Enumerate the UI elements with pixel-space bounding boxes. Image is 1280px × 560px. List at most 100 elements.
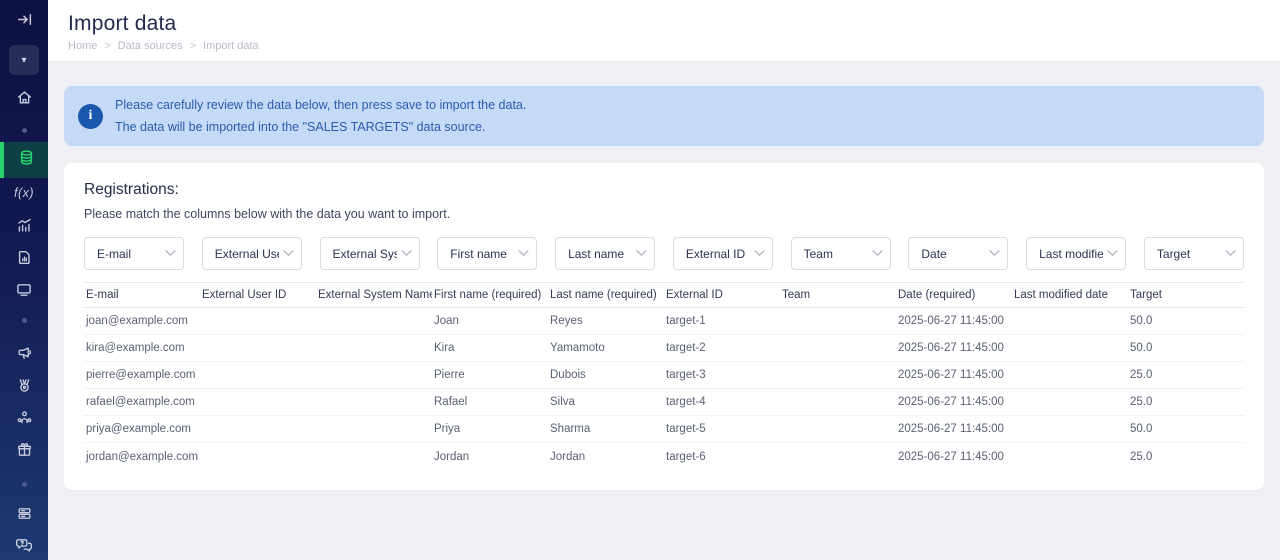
cell-team [780, 335, 896, 361]
column-mapper-value: External User ID [214, 246, 279, 261]
column-mapper-value: Date [921, 246, 947, 261]
sidebar-item-home[interactable] [0, 84, 48, 110]
cell-external-user-id [200, 416, 316, 442]
sidebar-collapse-button[interactable]: ▾ [9, 45, 39, 75]
cell-external-id: target-3 [666, 369, 706, 381]
megaphone-icon [16, 345, 33, 362]
chevron-down-icon [636, 250, 647, 257]
banner-text: Please carefully review the data below, … [115, 94, 526, 138]
sidebar-item-subscriptions[interactable] [0, 500, 48, 526]
cell-external-system-name [316, 416, 432, 442]
column-header: Last name (required) [550, 289, 657, 301]
info-icon: i [78, 103, 103, 129]
cell-last-modified-date [1012, 443, 1128, 470]
cell-last-name: Yamamoto [550, 342, 605, 354]
column-mapper-select[interactable]: E-mail [84, 237, 184, 270]
report-document-icon [16, 249, 33, 266]
cell-team [780, 416, 896, 442]
cell-last-modified-date [1012, 389, 1128, 415]
column-mapper-select[interactable]: Last name [555, 237, 656, 270]
home-icon [16, 89, 33, 106]
monitor-icon [15, 281, 33, 298]
page-header: Import data Home > Data sources > Import… [48, 0, 1280, 62]
cell-external-id: target-4 [666, 396, 706, 408]
sidebar-item-login[interactable] [0, 6, 48, 32]
cell-first-name: Jordan [434, 450, 470, 463]
cell-team [780, 308, 896, 334]
column-mapper-select[interactable]: External User ID [201, 237, 302, 270]
login-arrow-icon [16, 11, 33, 28]
column-mapper-select[interactable]: Last modified [1026, 237, 1127, 270]
chevron-down-icon [165, 250, 176, 257]
chevron-down-icon [872, 250, 883, 257]
cell-date: 2025-06-27 11:45:00 [898, 396, 1004, 408]
cell-target: 50.0 [1130, 423, 1153, 435]
cell-external-user-id [200, 362, 316, 388]
cell-email: joan@example.com [86, 315, 188, 327]
sidebar-item-support[interactable] [0, 532, 48, 558]
cell-email: jordan@example.com [86, 450, 199, 463]
chevron-down-icon [989, 250, 1000, 257]
sidebar-item-reports[interactable] [0, 244, 48, 270]
column-mapper-select[interactable]: First name [437, 237, 538, 270]
sidebar-item-analytics[interactable] [0, 212, 48, 238]
column-mapper-select[interactable]: Date [908, 237, 1009, 270]
cell-external-id: target-1 [666, 315, 706, 327]
cell-last-modified-date [1012, 416, 1128, 442]
breadcrumb-separator: > [104, 40, 111, 52]
chat-help-icon [15, 536, 33, 554]
column-header: First name (required) [434, 289, 542, 301]
formula-icon: f(x) [13, 186, 35, 200]
chevron-down-icon [754, 250, 765, 257]
cell-date: 2025-06-27 11:45:00 [898, 342, 1004, 354]
cell-email: rafael@example.com [86, 396, 195, 408]
column-mapper-value: External System Name [332, 246, 397, 261]
org-chart-icon [16, 409, 33, 426]
sidebar-section-dot [0, 126, 48, 134]
column-mapper-select[interactable]: External ID [672, 237, 773, 270]
info-banner: i Please carefully review the data below… [64, 86, 1264, 146]
stacked-cards-icon [16, 505, 33, 522]
cell-external-user-id [200, 443, 316, 470]
main-content: i Please carefully review the data below… [48, 62, 1280, 560]
sidebar-item-displays[interactable] [0, 276, 48, 302]
sidebar-item-achievements[interactable] [0, 372, 48, 398]
cell-last-modified-date [1012, 308, 1128, 334]
cell-first-name: Joan [434, 315, 459, 327]
column-mapper-value: Last modified [1039, 246, 1104, 261]
table-row: kira@example.com Kira Yamamoto target-2 … [84, 335, 1244, 362]
cell-target: 25.0 [1130, 450, 1153, 463]
cell-last-name: Jordan [550, 450, 586, 463]
column-mapper-row: E-mail External User ID External System … [84, 237, 1244, 270]
table-row: joan@example.com Joan Reyes target-1 202… [84, 308, 1244, 335]
column-header: Team [782, 289, 811, 301]
column-mapper-value: External ID [685, 246, 746, 261]
sidebar-item-organization[interactable] [0, 404, 48, 430]
breadcrumb-separator: > [189, 40, 197, 52]
cell-last-modified-date [1012, 335, 1128, 361]
sidebar-item-formulas[interactable]: f(x) [0, 180, 48, 206]
cell-external-system-name [316, 308, 432, 334]
column-mapper-select[interactable]: Target [1143, 237, 1244, 270]
breadcrumb-home[interactable]: Home [68, 40, 98, 52]
column-mapper-select[interactable]: Team [790, 237, 891, 270]
sidebar-item-announcements[interactable] [0, 340, 48, 366]
sidebar-section-dot [0, 316, 48, 324]
breadcrumb: Home > Data sources > Import data [68, 40, 1280, 52]
column-header: E-mail [86, 289, 119, 301]
column-header: Target [1130, 289, 1162, 301]
sidebar-item-rewards[interactable] [0, 436, 48, 462]
table-row: rafael@example.com Rafael Silva target-4… [84, 389, 1244, 416]
column-header: External ID [666, 289, 723, 301]
cell-first-name: Rafael [434, 396, 468, 408]
gift-icon [16, 441, 33, 458]
sidebar: ▾ f(x) [0, 0, 48, 560]
breadcrumb-data-sources[interactable]: Data sources [117, 40, 183, 52]
cell-last-name: Silva [550, 396, 575, 408]
import-card: Registrations: Please match the columns … [64, 163, 1264, 490]
chevron-down-icon [1107, 250, 1118, 257]
sidebar-item-data-sources[interactable] [0, 142, 48, 178]
table-row: pierre@example.com Pierre Dubois target-… [84, 362, 1244, 389]
cell-first-name: Priya [434, 423, 461, 435]
column-mapper-select[interactable]: External System Name [319, 237, 420, 270]
